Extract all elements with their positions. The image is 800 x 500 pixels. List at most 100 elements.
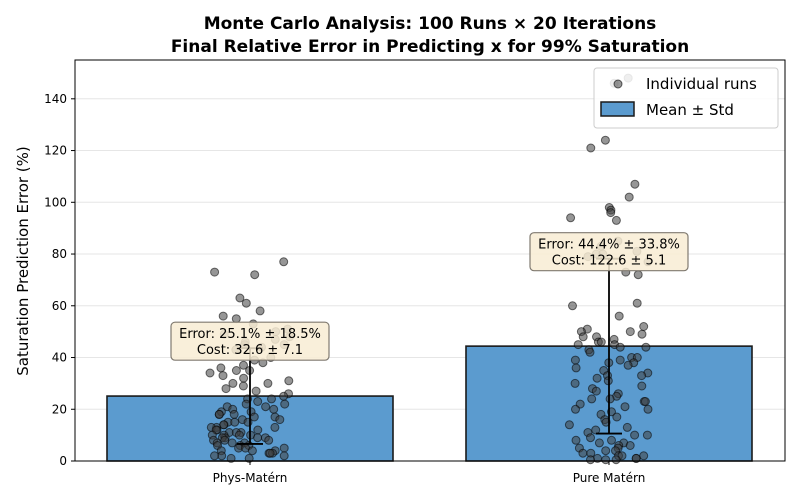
annotation-layer: Error: 25.1% ± 18.5%Cost: 32.6 ± 7.1 Erro… — [170, 232, 689, 361]
run-point — [279, 391, 289, 401]
run-point — [253, 425, 263, 435]
run-point — [578, 332, 588, 342]
run-point — [216, 363, 226, 373]
run-point — [606, 208, 616, 218]
run-point — [611, 455, 621, 465]
run-point — [615, 342, 625, 352]
plot-frame — [74, 59, 786, 462]
run-point — [594, 438, 604, 448]
legend-label-mean-std: Mean ± Std — [646, 101, 734, 119]
run-point — [578, 448, 588, 458]
run-point — [637, 329, 647, 339]
run-point — [226, 453, 236, 463]
run-point — [269, 404, 279, 414]
run-point — [241, 298, 251, 308]
run-point — [596, 337, 606, 347]
run-point — [227, 438, 237, 448]
y-tick-label: 120 — [44, 144, 67, 158]
run-point — [586, 143, 596, 153]
run-point — [205, 368, 215, 378]
run-point — [571, 404, 580, 414]
y-axis-label: Saturation Prediction Error (%) — [14, 146, 32, 376]
run-point — [244, 453, 254, 463]
y-tick-label: 40 — [52, 351, 67, 365]
y-tick-label: 100 — [44, 195, 67, 209]
run-point — [221, 384, 231, 394]
chart-title-line2: Final Relative Error in Predicting x for… — [171, 37, 689, 57]
run-point — [235, 293, 245, 303]
run-point — [637, 371, 647, 381]
run-point — [284, 376, 294, 386]
run-point — [639, 322, 649, 331]
x-tick-label: Phys-Matérn — [213, 471, 288, 485]
y-tick-label: 80 — [52, 247, 67, 261]
chart-title-line1: Monte Carlo Analysis: 100 Runs × 20 Iter… — [204, 14, 657, 34]
run-point — [239, 360, 248, 370]
run-point — [231, 366, 241, 375]
legend-marker-individual-runs — [613, 79, 623, 89]
y-tick-label: 0 — [59, 454, 67, 468]
run-point — [247, 446, 257, 456]
run-point — [607, 435, 616, 445]
run-point — [261, 402, 271, 412]
run-point — [632, 298, 642, 308]
run-point — [570, 378, 580, 388]
annotation-box — [529, 232, 689, 272]
tick-layer: 0 20 40 60 80 100 120 140 Phys-Matérn Pure Matérn — [44, 92, 645, 485]
run-point — [239, 373, 249, 383]
y-tick-label: 60 — [52, 299, 67, 313]
x-tick-label: Pure Matérn — [573, 471, 646, 485]
run-point — [265, 448, 275, 458]
run-point — [630, 430, 640, 440]
run-point — [251, 386, 261, 396]
annotation-error-text: Error: 25.1% ± 18.5% — [179, 327, 321, 342]
run-point — [601, 455, 611, 465]
run-point — [228, 378, 238, 388]
legend-frame — [593, 67, 779, 129]
run-point — [263, 378, 273, 388]
run-point — [601, 446, 611, 456]
run-point — [218, 371, 228, 381]
run-point — [279, 257, 289, 267]
annotation-cost-text: Cost: 122.6 ± 5.1 — [552, 254, 666, 269]
run-point — [234, 430, 244, 440]
y-tick-label: 140 — [44, 92, 67, 106]
run-point — [623, 360, 633, 370]
run-point — [592, 373, 602, 383]
legend-marker-mean-std — [600, 101, 635, 117]
run-point — [253, 433, 263, 443]
legend: Individual runs Mean ± Std — [593, 67, 779, 129]
run-point — [611, 215, 621, 225]
run-point — [566, 213, 576, 223]
run-point — [279, 451, 289, 461]
annotation-error-text: Error: 44.4% ± 33.8% — [538, 238, 680, 253]
annotation-box — [170, 321, 330, 361]
run-point — [631, 453, 641, 463]
run-point — [570, 355, 580, 365]
bar-layer — [106, 345, 753, 462]
run-point — [564, 420, 574, 430]
run-point — [624, 192, 634, 202]
run-point — [253, 397, 263, 406]
run-point — [622, 422, 632, 432]
run-point — [625, 327, 635, 337]
run-point — [568, 301, 577, 311]
run-point — [585, 347, 595, 357]
run-point — [600, 135, 610, 145]
run-point — [220, 435, 230, 445]
run-point — [620, 402, 630, 412]
run-point — [643, 404, 653, 414]
point-layer — [205, 73, 653, 465]
run-point — [614, 311, 624, 321]
run-point — [571, 363, 581, 373]
run-point — [229, 409, 239, 419]
run-point — [214, 409, 224, 419]
run-point — [210, 451, 219, 461]
run-point — [639, 451, 649, 461]
run-point — [591, 386, 601, 396]
run-point — [637, 381, 647, 391]
run-point — [218, 311, 228, 321]
y-tick-label: 20 — [52, 402, 67, 416]
run-point — [255, 306, 265, 316]
